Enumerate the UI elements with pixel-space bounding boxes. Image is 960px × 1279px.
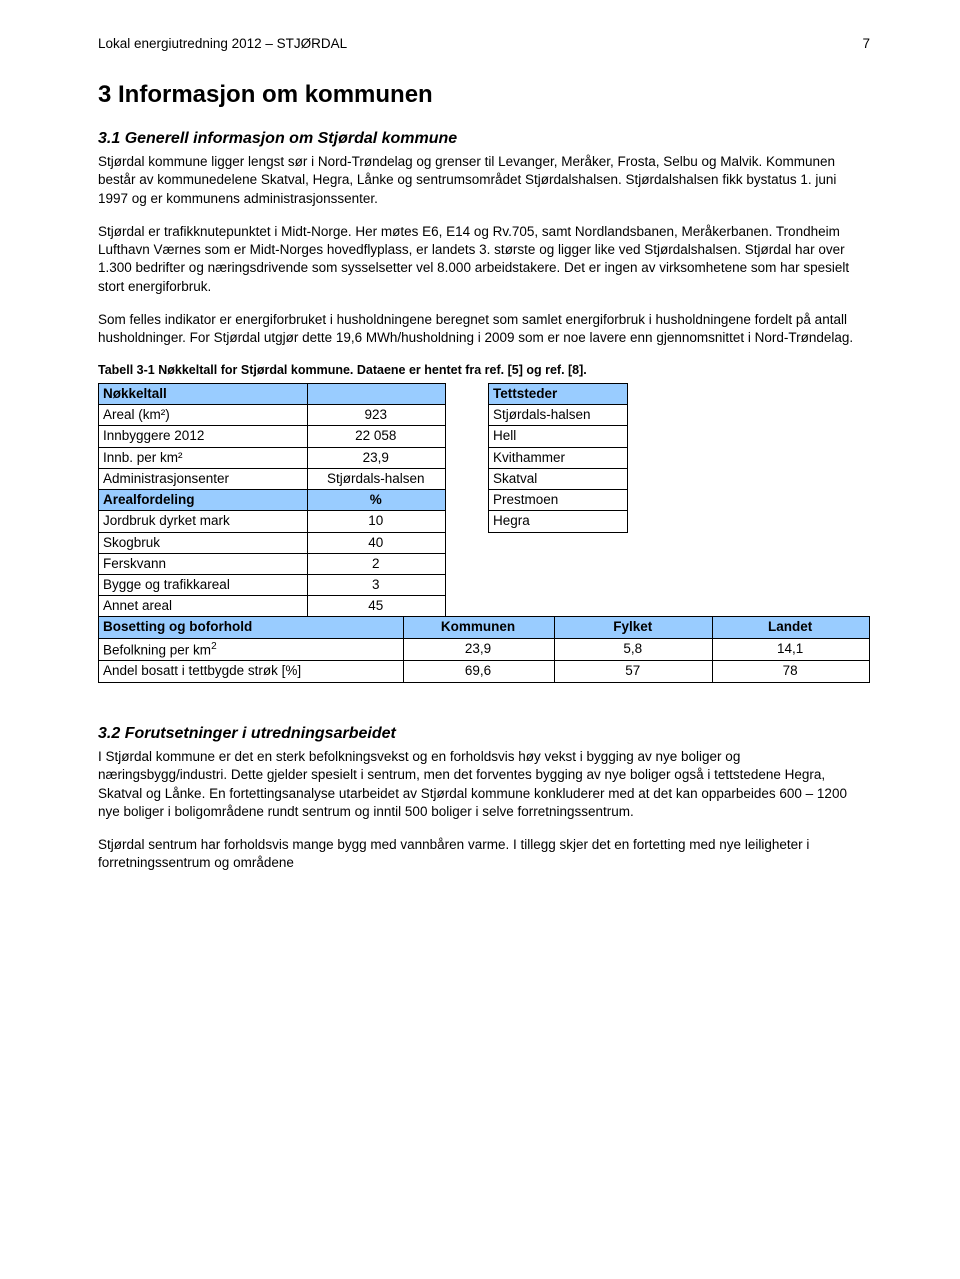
table-header-cell: Landet xyxy=(713,617,870,638)
table-header-cell: Nøkkeltall xyxy=(99,384,308,405)
cell-value: 3 xyxy=(308,575,446,596)
table-row: Stjørdals-halsen xyxy=(489,405,628,426)
subsection-3-1-title: 3.1 Generell informasjon om Stjørdal kom… xyxy=(98,128,870,150)
table-row: Prestmoen xyxy=(489,490,628,511)
table-tettsteder: Tettsteder Stjørdals-halsen Hell Kvitham… xyxy=(488,383,628,533)
cell-value: Hegra xyxy=(489,511,628,532)
paragraph-3: Som felles indikator er energiforbruket … xyxy=(98,311,870,347)
table-row: Andel bosatt i tettbygde strøk [%] 69,6 … xyxy=(99,661,870,682)
cell-label: Areal (km²) xyxy=(99,405,308,426)
cell-value: 10 xyxy=(308,511,446,532)
paragraph-1: Stjørdal kommune ligger lengst sør i Nor… xyxy=(98,153,870,208)
cell-label: Bygge og trafikkareal xyxy=(99,575,308,596)
table-header-cell: Fylket xyxy=(555,617,713,638)
paragraph-4: I Stjørdal kommune er det en sterk befol… xyxy=(98,748,870,821)
table-row: Innb. per km²23,9 xyxy=(99,447,446,468)
cell-value: 57 xyxy=(555,661,713,682)
table-row: Jordbruk dyrket mark10 xyxy=(99,511,446,532)
cell-value: Stjørdals-halsen xyxy=(489,405,628,426)
table-row: Ferskvann2 xyxy=(99,553,446,574)
cell-label: Andel bosatt i tettbygde strøk [%] xyxy=(99,661,404,682)
page-header: Lokal energiutredning 2012 – STJØRDAL 7 xyxy=(98,35,870,53)
table-header-cell: Arealfordeling xyxy=(99,490,308,511)
cell-value: Hell xyxy=(489,426,628,447)
tables-container: Nøkkeltall Areal (km²)923 Innbyggere 201… xyxy=(98,383,870,617)
section-title: 3 Informasjon om kommunen xyxy=(98,79,870,111)
table-row: Kvithammer xyxy=(489,447,628,468)
doc-title-header: Lokal energiutredning 2012 – STJØRDAL xyxy=(98,35,347,53)
table-row: Annet areal45 xyxy=(99,596,446,617)
cell-value: 40 xyxy=(308,532,446,553)
cell-label: Annet areal xyxy=(99,596,308,617)
cell-value: Kvithammer xyxy=(489,447,628,468)
table-header-cell: Tettsteder xyxy=(489,384,628,405)
cell-value: 5,8 xyxy=(555,638,713,661)
cell-label: Innbyggere 2012 xyxy=(99,426,308,447)
cell-label: Skogbruk xyxy=(99,532,308,553)
cell-value: 69,6 xyxy=(403,661,555,682)
table-header-cell: Bosetting og boforhold xyxy=(99,617,404,638)
table-bosetting: Bosetting og boforhold Kommunen Fylket L… xyxy=(98,616,870,682)
cell-value: Stjørdals-halsen xyxy=(308,468,446,489)
table-row: Innbyggere 201222 058 xyxy=(99,426,446,447)
table-row: Skogbruk40 xyxy=(99,532,446,553)
table-row: Skatval xyxy=(489,468,628,489)
cell-value: Prestmoen xyxy=(489,490,628,511)
cell-value: 23,9 xyxy=(308,447,446,468)
table-row: Befolkning per km2 23,9 5,8 14,1 xyxy=(99,638,870,661)
cell-value: Skatval xyxy=(489,468,628,489)
table-caption: Tabell 3-1 Nøkkeltall for Stjørdal kommu… xyxy=(98,362,870,379)
cell-label: Innb. per km² xyxy=(99,447,308,468)
cell-value: 923 xyxy=(308,405,446,426)
table-row: Bygge og trafikkareal3 xyxy=(99,575,446,596)
table-header-cell: % xyxy=(308,490,446,511)
page-number: 7 xyxy=(862,35,870,53)
cell-value: 22 058 xyxy=(308,426,446,447)
table-header-cell: Kommunen xyxy=(403,617,555,638)
cell-label: Befolkning per km2 xyxy=(99,638,404,661)
cell-value: 23,9 xyxy=(403,638,555,661)
cell-value: 14,1 xyxy=(713,638,870,661)
cell-value: 78 xyxy=(713,661,870,682)
table-row: Hell xyxy=(489,426,628,447)
cell-label: Ferskvann xyxy=(99,553,308,574)
paragraph-2: Stjørdal er trafikknutepunktet i Midt-No… xyxy=(98,223,870,296)
table-row: Hegra xyxy=(489,511,628,532)
subsection-3-2-title: 3.2 Forutsetninger i utredningsarbeidet xyxy=(98,723,870,745)
cell-label: Administrasjonsenter xyxy=(99,468,308,489)
table-row: AdministrasjonsenterStjørdals-halsen xyxy=(99,468,446,489)
table-row: Areal (km²)923 xyxy=(99,405,446,426)
cell-value: 2 xyxy=(308,553,446,574)
cell-value: 45 xyxy=(308,596,446,617)
paragraph-5: Stjørdal sentrum har forholdsvis mange b… xyxy=(98,836,870,872)
table-nokkeltall: Nøkkeltall Areal (km²)923 Innbyggere 201… xyxy=(98,383,446,617)
cell-label: Jordbruk dyrket mark xyxy=(99,511,308,532)
